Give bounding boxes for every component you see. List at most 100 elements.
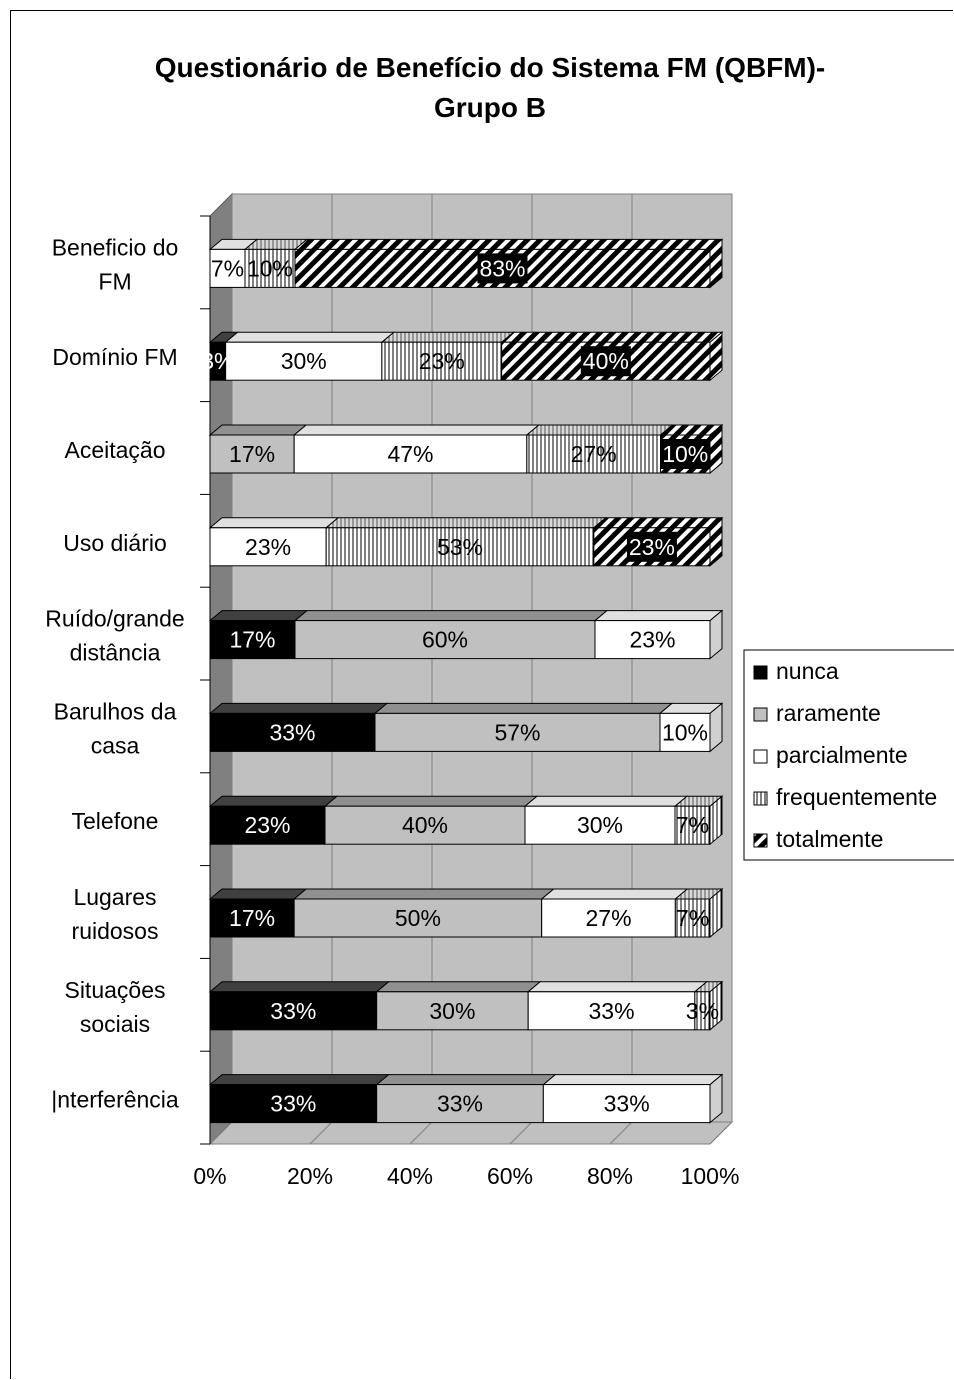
bar-segment-parcialmente xyxy=(293,434,528,474)
data-label: 23% xyxy=(245,534,291,560)
category-label-dominio-fm: Domínio FM xyxy=(52,344,177,370)
bar-group-uso-diario xyxy=(208,516,724,567)
data-label: 33% xyxy=(588,998,634,1024)
bar-top-totalmente xyxy=(500,331,724,343)
bar-side-totalmente xyxy=(709,516,723,567)
bar-segment-frequentemente xyxy=(244,248,296,288)
category-label-situacoes-sociais: Situações sociais xyxy=(64,977,165,1037)
data-label: 50% xyxy=(395,905,441,931)
bar-segment-frequentemente xyxy=(325,527,595,567)
bar-top-raramente xyxy=(375,981,542,993)
bar-segment-raramente xyxy=(376,1084,544,1124)
category-label-uso-diario: Uso diário xyxy=(63,530,167,556)
bar-segment-raramente xyxy=(293,898,543,938)
bar-top-raramente xyxy=(373,702,674,714)
bar-top-raramente xyxy=(208,424,308,436)
data-label: 17% xyxy=(229,441,275,467)
category-label-nterferencia: |nterferência xyxy=(51,1087,179,1113)
bar-group-nterferencia xyxy=(208,1073,724,1124)
bar-top-raramente xyxy=(293,610,609,622)
category-label-beneficio-do-fm: Beneficio do FM xyxy=(52,234,179,294)
data-label: 7% xyxy=(211,255,244,281)
data-label: 23% xyxy=(629,627,675,653)
bar-top-frequentemente xyxy=(380,331,516,343)
bar-top-nunca xyxy=(208,981,391,993)
bar-side-frequentemente xyxy=(709,887,723,939)
bar-group-lugares-ruidosos xyxy=(208,887,724,939)
bar-segment-raramente xyxy=(324,805,526,845)
data-label: 47% xyxy=(387,441,433,467)
bar-group-barulhos-da-casa xyxy=(208,702,724,753)
category-label-barulhos-da-casa: Barulhos da casa xyxy=(54,698,177,758)
data-label: 17% xyxy=(229,905,275,931)
legend-swatch-totalmente xyxy=(753,833,768,848)
legend-label-raramente: raramente xyxy=(776,700,881,726)
data-label: 33% xyxy=(270,998,316,1024)
bar-segment-frequentemente xyxy=(674,898,711,938)
bar-top-totalmente xyxy=(592,517,724,529)
data-label: 10% xyxy=(662,441,708,467)
chart-frame xyxy=(10,10,953,1379)
data-label: 30% xyxy=(577,812,623,838)
data-label: 27% xyxy=(585,905,631,931)
x-tick-label: 60% xyxy=(487,1163,533,1189)
data-label: 40% xyxy=(402,812,448,838)
bar-side-parcialmente xyxy=(709,609,723,660)
bar-side-parcialmente xyxy=(709,1073,723,1124)
bar-top-raramente xyxy=(292,888,556,900)
bar-group-situacoes-sociais xyxy=(208,980,724,1031)
data-label: 23% xyxy=(419,348,465,374)
bar-top-parcialmente xyxy=(540,888,689,900)
floor xyxy=(208,1121,734,1145)
bar-top-totalmente xyxy=(293,238,724,250)
bar-top-raramente xyxy=(375,1074,557,1086)
floor-gridline xyxy=(609,1121,633,1145)
bar-segment-parcialmente xyxy=(209,527,327,567)
legend-box xyxy=(743,649,954,861)
bar-top-parcialmente xyxy=(526,981,709,993)
bar-top-frequentemente xyxy=(324,517,608,529)
bar-side-totalmente xyxy=(709,331,723,382)
data-label: 57% xyxy=(494,719,540,745)
legend-swatch-nunca xyxy=(753,665,768,680)
bar-side-frequentemente xyxy=(709,795,723,846)
category-label-lugares-ruidosos: Lugares ruidosos xyxy=(72,884,159,944)
bar-segment-frequentemente xyxy=(381,341,503,381)
bar-segment-nunca xyxy=(209,991,378,1031)
category-label-aceitacao: Aceitação xyxy=(64,437,165,463)
data-label: 27% xyxy=(571,441,617,467)
x-tick-label: 0% xyxy=(193,1163,226,1189)
data-label-bg xyxy=(477,253,528,284)
legend-label-totalmente: totalmente xyxy=(776,826,883,852)
bar-top-nunca xyxy=(208,702,389,714)
bar-top-nunca xyxy=(208,888,308,900)
chart-title: Questionário de Benefício do Sistema FM … xyxy=(60,48,920,128)
bar-segment-nunca xyxy=(209,898,295,938)
bar-segment-nunca xyxy=(209,1084,378,1124)
data-label: 17% xyxy=(229,627,275,653)
chart-title-line1: Questionário de Benefício do Sistema FM … xyxy=(154,52,826,83)
bar-group-telefone xyxy=(208,795,724,846)
floor-gridline xyxy=(509,1121,533,1145)
data-label: 30% xyxy=(281,348,327,374)
bar-segment-parcialmente xyxy=(209,248,246,288)
bar-segment-frequentemente xyxy=(526,434,661,474)
bar-top-parcialmente xyxy=(292,424,541,436)
data-label: 40% xyxy=(583,348,629,374)
legend-swatch-frequentemente xyxy=(753,791,768,806)
floor-gridline xyxy=(309,1121,333,1145)
bar-group-aceitacao xyxy=(208,423,724,475)
data-label: 7% xyxy=(676,812,709,838)
bar-side-frequentemente xyxy=(709,980,723,1031)
bar-top-nunca xyxy=(208,795,339,807)
x-tick-label: 40% xyxy=(387,1163,433,1189)
data-label: 23% xyxy=(629,534,675,560)
bar-top-parcialmente xyxy=(224,331,396,343)
data-label: 7% xyxy=(676,905,709,931)
x-tick-label: 20% xyxy=(287,1163,333,1189)
category-label-ruido-grande-distancia: Ruído/grande distância xyxy=(45,606,184,666)
floor-gridline xyxy=(709,1121,733,1145)
bar-segment-parcialmente xyxy=(527,991,696,1031)
data-label-bg xyxy=(660,439,711,469)
